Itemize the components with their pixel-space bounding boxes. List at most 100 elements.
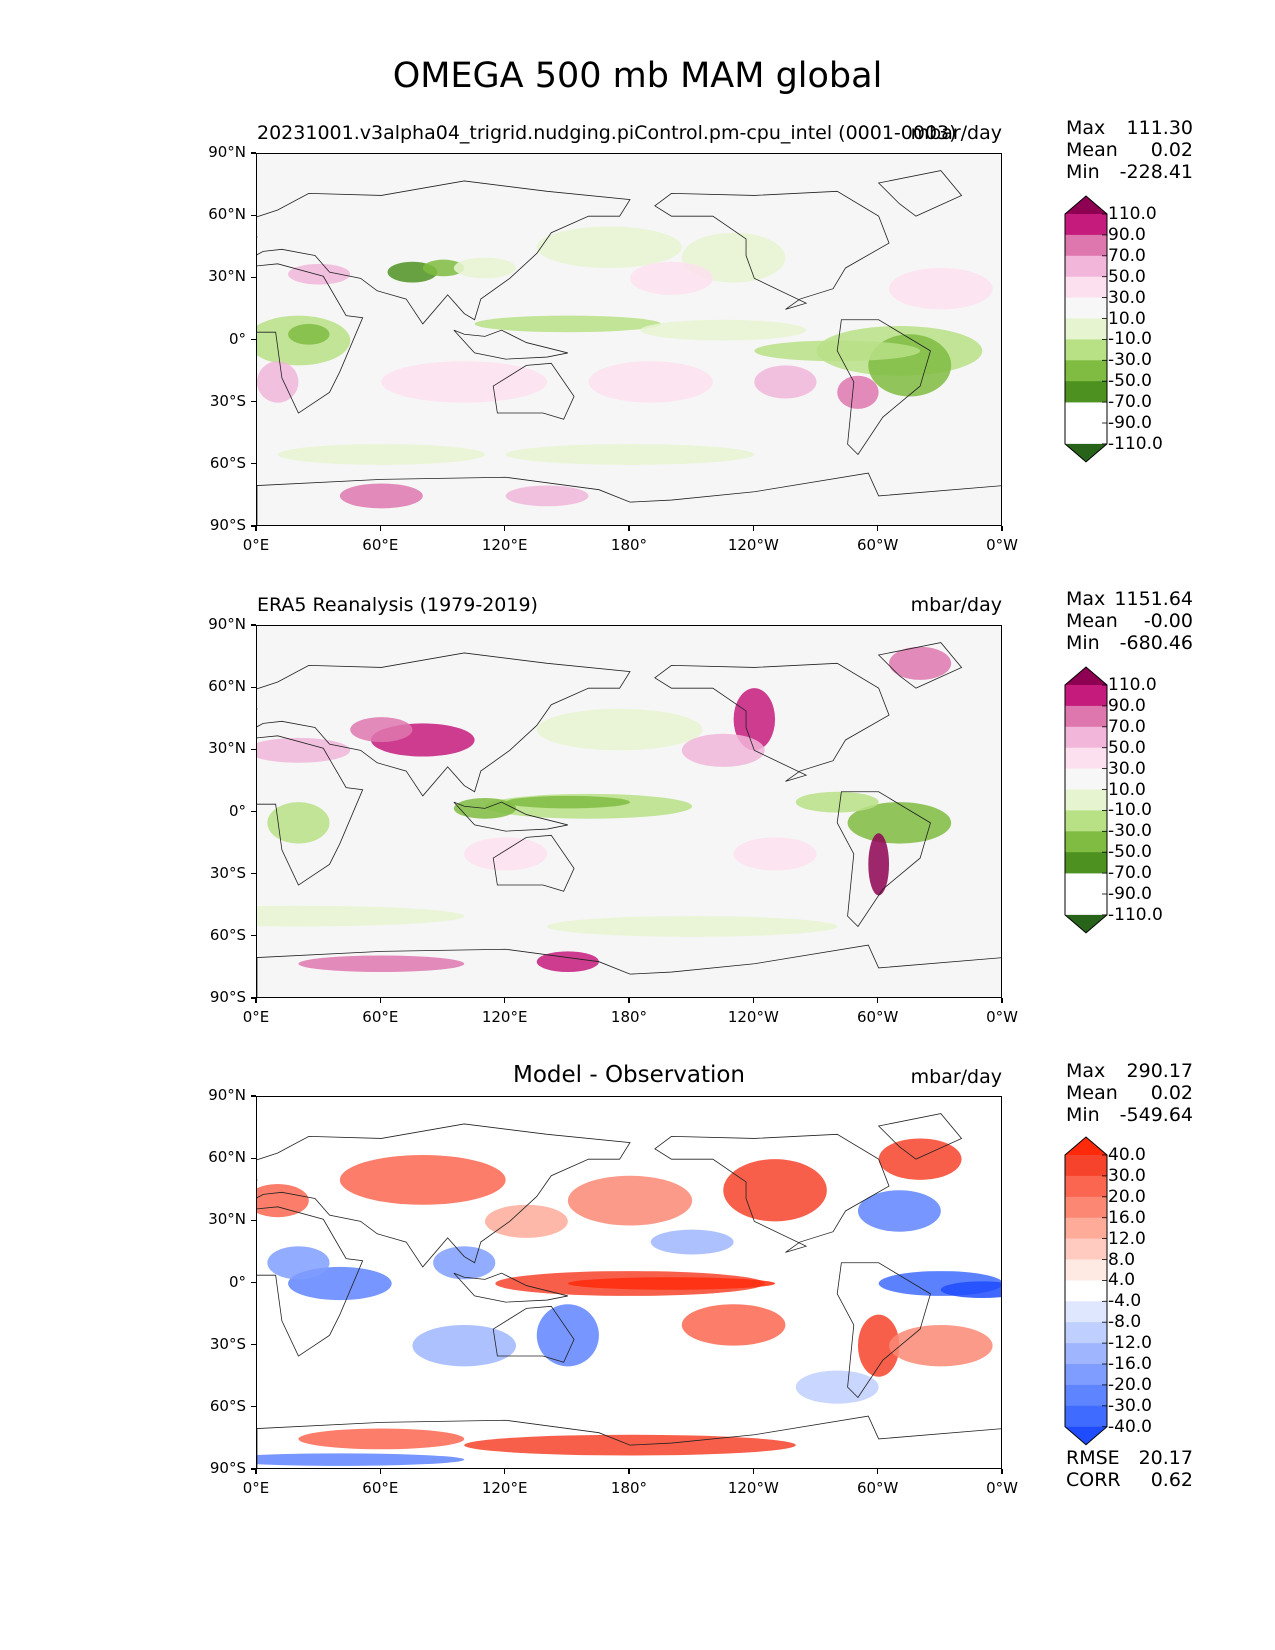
x-tick-label: 0°E <box>242 1008 270 1026</box>
x-tick-label: 120°W <box>727 1008 779 1026</box>
colorbar-extend-max <box>1065 196 1107 214</box>
coastline-africa <box>257 263 364 414</box>
x-tick-mark <box>877 998 879 1003</box>
y-tick-mark <box>251 1344 256 1346</box>
colorbar-tick-label: -30.0 <box>1108 1395 1152 1416</box>
x-tick-label: 60°E <box>362 536 399 554</box>
colorbar-band <box>1065 1384 1107 1407</box>
x-tick-mark <box>1001 998 1003 1003</box>
colorbar-diff: 40.0 30.0 20.0 16.0 12.0 8.0 4.0 -4.0 -8.0 -12.0-… <box>1064 1136 1152 1450</box>
field-anomaly <box>795 791 879 813</box>
x-tick-mark <box>1001 1469 1003 1474</box>
coastline-antarctica <box>257 472 1001 525</box>
map-field <box>257 1097 1001 1468</box>
y-tick-label: 90°S <box>209 1459 246 1477</box>
coastline-australia <box>492 362 575 420</box>
field-anomaly <box>723 1159 827 1222</box>
field-anomaly <box>681 232 786 283</box>
y-tick-label: 90°N <box>208 1086 246 1104</box>
field-anomaly <box>536 226 682 268</box>
field-anomaly <box>567 1175 693 1226</box>
stat-value: 0.02 <box>1150 139 1193 161</box>
x-tick-label: 120°W <box>727 1479 779 1497</box>
stat-value: 20.17 <box>1138 1447 1193 1469</box>
colorbar-tick-label: 10.0 <box>1108 308 1146 329</box>
y-tick-label: 90°S <box>209 988 246 1006</box>
field-anomaly <box>257 905 465 927</box>
x-tick-mark <box>752 526 754 531</box>
x-tick-label: 180° <box>610 1479 648 1497</box>
coastline-africa <box>257 1206 364 1357</box>
colorbar-band <box>1065 1280 1107 1302</box>
x-tick-mark <box>628 1469 630 1474</box>
colorbar-tick-label: 70.0 <box>1108 245 1146 266</box>
stats-model: Max 111.30 Mean 0.02 Min -228.41 <box>1066 117 1193 183</box>
colorbar-extend-min <box>1065 1426 1107 1445</box>
colorbar-tick-label: 50.0 <box>1108 266 1146 287</box>
colorbar-band <box>1065 1364 1107 1386</box>
x-tick-label: 0°E <box>242 536 270 554</box>
coastline-eurasia <box>257 180 631 325</box>
colorbar-band <box>1065 381 1107 403</box>
colorbar-band <box>1065 214 1107 236</box>
x-tick-mark <box>379 998 381 1003</box>
field-anomaly <box>940 1281 1001 1299</box>
colorbar-tick-label: -10.0 <box>1108 800 1152 821</box>
y-tick-label: 0° <box>228 801 246 820</box>
colorbar-band <box>1065 1343 1107 1365</box>
field-anomaly <box>630 261 713 295</box>
stat-value: -680.46 <box>1119 632 1193 654</box>
field-anomaly <box>267 802 330 844</box>
field-anomaly <box>257 361 299 403</box>
field-anomaly <box>298 1428 465 1450</box>
x-tick-mark <box>255 998 257 1003</box>
field-anomaly <box>650 1229 734 1255</box>
field-anomaly <box>381 361 548 403</box>
field-anomaly <box>857 1190 941 1232</box>
y-tick-label: 60°N <box>208 205 246 224</box>
colorbar-tick-label: 4.0 <box>1108 1270 1136 1291</box>
y-tick-mark <box>251 748 256 750</box>
colorbar-tick-label: -110.0 <box>1108 433 1163 454</box>
map-model <box>256 153 1002 526</box>
field-anomaly <box>412 1324 517 1367</box>
field-anomaly <box>257 1453 465 1466</box>
panel-title-model: 20231001.v3alpha04_trigrid.nudging.piCon… <box>257 122 957 144</box>
figure-title: OMEGA 500 mb MAM global <box>392 56 883 96</box>
y-tick-mark <box>251 873 256 875</box>
field-anomaly <box>567 1277 776 1290</box>
stat-value: 1151.64 <box>1114 588 1193 610</box>
y-tick-label: 30°N <box>208 267 246 286</box>
x-tick-label: 60°E <box>362 1008 399 1026</box>
colorbar-tick-label: 70.0 <box>1108 716 1146 737</box>
colorbar-tick-label: 30.0 <box>1108 287 1146 308</box>
x-tick-mark <box>379 526 381 531</box>
field-anomaly <box>536 1304 599 1367</box>
field-anomaly <box>288 263 351 285</box>
x-tick-label: 60°W <box>856 1008 899 1026</box>
colorbar-graphic <box>1064 666 1108 934</box>
coastline-antarctica <box>257 1415 1001 1468</box>
field-anomaly <box>754 365 817 399</box>
y-tick-label: 30°N <box>208 1210 246 1229</box>
stat-value: 0.62 <box>1150 1469 1193 1491</box>
x-tick-label: 180° <box>610 536 648 554</box>
field-anomaly <box>505 444 755 465</box>
coastline-samerica <box>836 319 931 456</box>
x-tick-label: 120°E <box>481 536 528 554</box>
colorbar-tick-label: -30.0 <box>1108 350 1152 371</box>
stats-obs: Max 1151.64 Mean -0.00 Min -680.46 <box>1066 588 1193 654</box>
colorbar-tick-label: -110.0 <box>1108 904 1163 925</box>
field-anomaly <box>681 733 765 767</box>
x-tick-label: 0°W <box>986 536 1018 554</box>
x-tick-label: 120°E <box>481 1008 528 1026</box>
field-anomaly <box>640 319 807 341</box>
stat-label: Mean <box>1066 139 1118 161</box>
colorbar-tick-label: 20.0 <box>1108 1186 1146 1207</box>
colorbar-band <box>1065 685 1107 707</box>
coastline-namerica <box>654 1133 890 1253</box>
field-anomaly <box>857 1314 900 1377</box>
y-tick-label: 90°S <box>209 516 246 534</box>
colorbar-model: 110.0 90.0 70.0 50.0 30.0 10.0 -10.0 -30.0 -50.0… <box>1064 195 1163 467</box>
field-anomaly <box>433 1246 496 1280</box>
